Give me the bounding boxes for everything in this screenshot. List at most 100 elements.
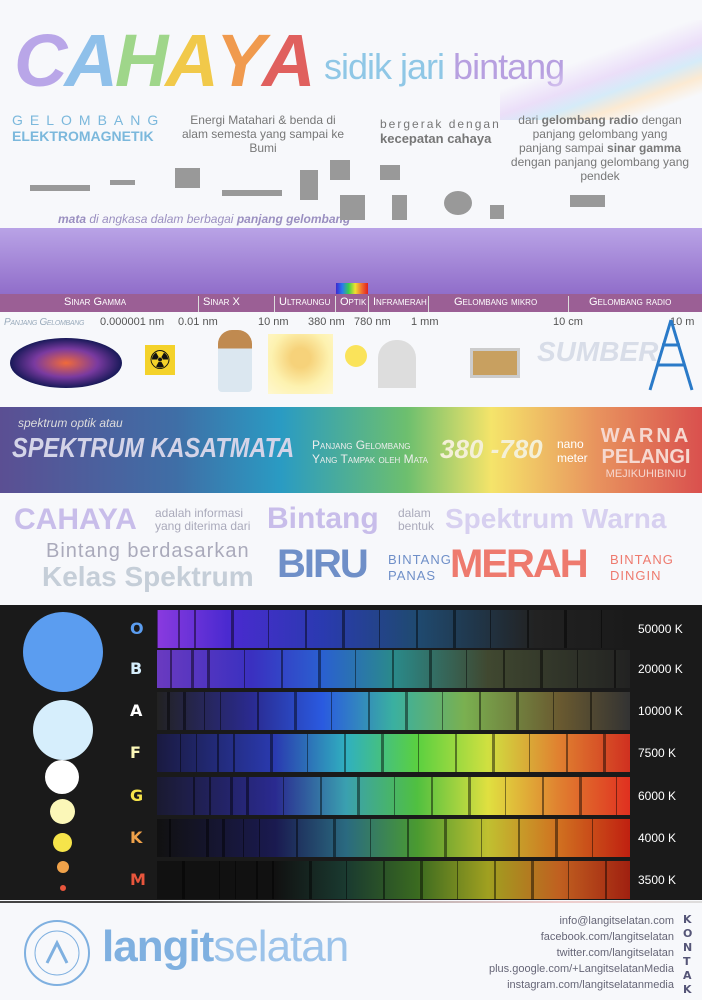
class-letter: M xyxy=(130,870,146,889)
class-temperature: 50000 K xyxy=(638,622,683,636)
contact-gplus[interactable]: plus.google.com/+LangitselatanMedia xyxy=(489,963,674,975)
absorption-line xyxy=(270,734,273,772)
absorption-line xyxy=(259,819,260,857)
title-letter: Y xyxy=(215,19,265,102)
title-letter: A xyxy=(165,19,218,102)
absorption-line xyxy=(219,861,220,899)
absorption-line xyxy=(455,734,457,772)
absorption-line xyxy=(342,610,345,648)
absorption-line xyxy=(346,861,347,899)
wl-value: 10 cm xyxy=(553,316,583,328)
absorption-line xyxy=(207,650,210,688)
absorption-line xyxy=(220,692,221,730)
wl-value: 780 nm xyxy=(354,316,391,328)
absorption-line xyxy=(318,650,321,688)
band-radio: Gelombang radio xyxy=(568,296,671,312)
energy-text: Energi Matahari & benda di alam semesta … xyxy=(181,113,345,155)
absorption-line xyxy=(614,650,616,688)
absorption-line xyxy=(529,734,530,772)
range-text: dari gelombang radio dengan panjang gelo… xyxy=(510,113,690,183)
cloud-biru: BIRU xyxy=(277,542,369,586)
absorption-line xyxy=(196,734,197,772)
absorption-line xyxy=(418,734,419,772)
t: BINTANG xyxy=(610,552,674,567)
class-letter: K xyxy=(130,828,143,847)
em-heading: GELOMBANG ELEKTROMAGNETIK xyxy=(12,112,165,144)
main-title: CAHAYA xyxy=(14,18,316,103)
absorption-line xyxy=(392,650,394,688)
t: panjang gelombang xyxy=(236,212,351,226)
absorption-line xyxy=(333,819,336,857)
spectrum-row-k xyxy=(157,819,630,857)
absorption-line xyxy=(281,650,283,688)
star-b xyxy=(33,700,93,760)
contact-twitter[interactable]: twitter.com/langitselatan xyxy=(556,947,674,959)
absorption-line xyxy=(540,650,543,688)
contact-email[interactable]: info@langitselatan.com xyxy=(559,915,674,927)
band-bar: Sinar Gamma Sinar X Ultraungu Optik Infr… xyxy=(0,294,702,312)
wl-value: 0.01 nm xyxy=(178,316,218,328)
absorption-line xyxy=(577,650,578,688)
class-letter: G xyxy=(130,786,144,805)
absorption-line xyxy=(169,819,171,857)
absorption-line xyxy=(603,734,606,772)
absorption-line xyxy=(416,610,418,648)
band-microwave: Gelombang mikro xyxy=(428,296,568,312)
eyes-text: mata di angkasa dalam berbagai panjang g… xyxy=(58,212,350,226)
unit: nano meter xyxy=(557,437,588,465)
cloud-merah: MERAH xyxy=(450,542,589,586)
spectrum-row-o xyxy=(157,610,630,648)
contact-instagram[interactable]: instagram.com/langitselatanmedia xyxy=(507,979,674,991)
t: DINGIN xyxy=(610,568,662,583)
class-letter: O xyxy=(130,619,144,638)
prism-rays xyxy=(500,20,702,120)
class-letter: B xyxy=(130,659,143,678)
cloud-bintang: Bintang xyxy=(267,502,379,535)
speed-text: bergerak dengan kecepatan cahaya xyxy=(380,117,501,146)
wl-value: 1 mm xyxy=(411,316,439,328)
absorption-line xyxy=(209,777,211,815)
band-optical: Optik xyxy=(335,296,368,312)
wl-value: 0.000001 nm xyxy=(100,316,165,328)
absorption-line xyxy=(194,610,196,648)
absorption-line xyxy=(178,610,180,648)
absorption-line xyxy=(383,861,385,899)
class-temperature: 7500 K xyxy=(638,746,677,760)
class-letter: A xyxy=(130,701,143,720)
spectrum-row-b xyxy=(157,650,630,688)
visible-desc: Panjang Gelombang Yang Tampak oleh Mata xyxy=(312,438,428,466)
footer-divider xyxy=(0,901,702,903)
t: nano xyxy=(557,437,584,451)
absorption-line xyxy=(157,610,158,648)
t: meter xyxy=(557,451,588,465)
visible-spectrum-banner xyxy=(0,407,702,493)
title-letter: C xyxy=(14,19,67,102)
logo-seal xyxy=(24,920,90,986)
absorption-line xyxy=(492,734,495,772)
em-line1: GELOMBANG xyxy=(12,112,166,128)
absorption-line xyxy=(183,692,186,730)
contact-facebook[interactable]: facebook.com/langitselatan xyxy=(540,931,674,943)
absorption-line xyxy=(256,861,258,899)
contact-label: KONTAK xyxy=(683,913,693,996)
band-uv: Ultraungu xyxy=(274,296,334,312)
em-line2: ELEKTROMAGNETIK xyxy=(12,128,154,144)
absorption-line xyxy=(527,610,529,648)
absorption-line xyxy=(479,692,481,730)
heater-image xyxy=(378,340,416,388)
absorption-line xyxy=(268,610,269,648)
star-m xyxy=(60,885,66,891)
subtitle-a: sidik jari xyxy=(324,46,445,87)
band-gamma: Sinar Gamma xyxy=(64,296,127,308)
absorption-line xyxy=(272,861,274,899)
class-temperature: 4000 K xyxy=(638,831,677,845)
absorption-line xyxy=(601,610,602,648)
absorption-line xyxy=(294,692,297,730)
absorption-line xyxy=(243,819,244,857)
speed-b: kecepatan cahaya xyxy=(380,131,492,146)
absorption-line xyxy=(442,692,443,730)
absorption-line xyxy=(542,777,544,815)
absorption-line xyxy=(564,610,567,648)
absorption-line xyxy=(370,819,371,857)
absorption-line xyxy=(170,650,172,688)
